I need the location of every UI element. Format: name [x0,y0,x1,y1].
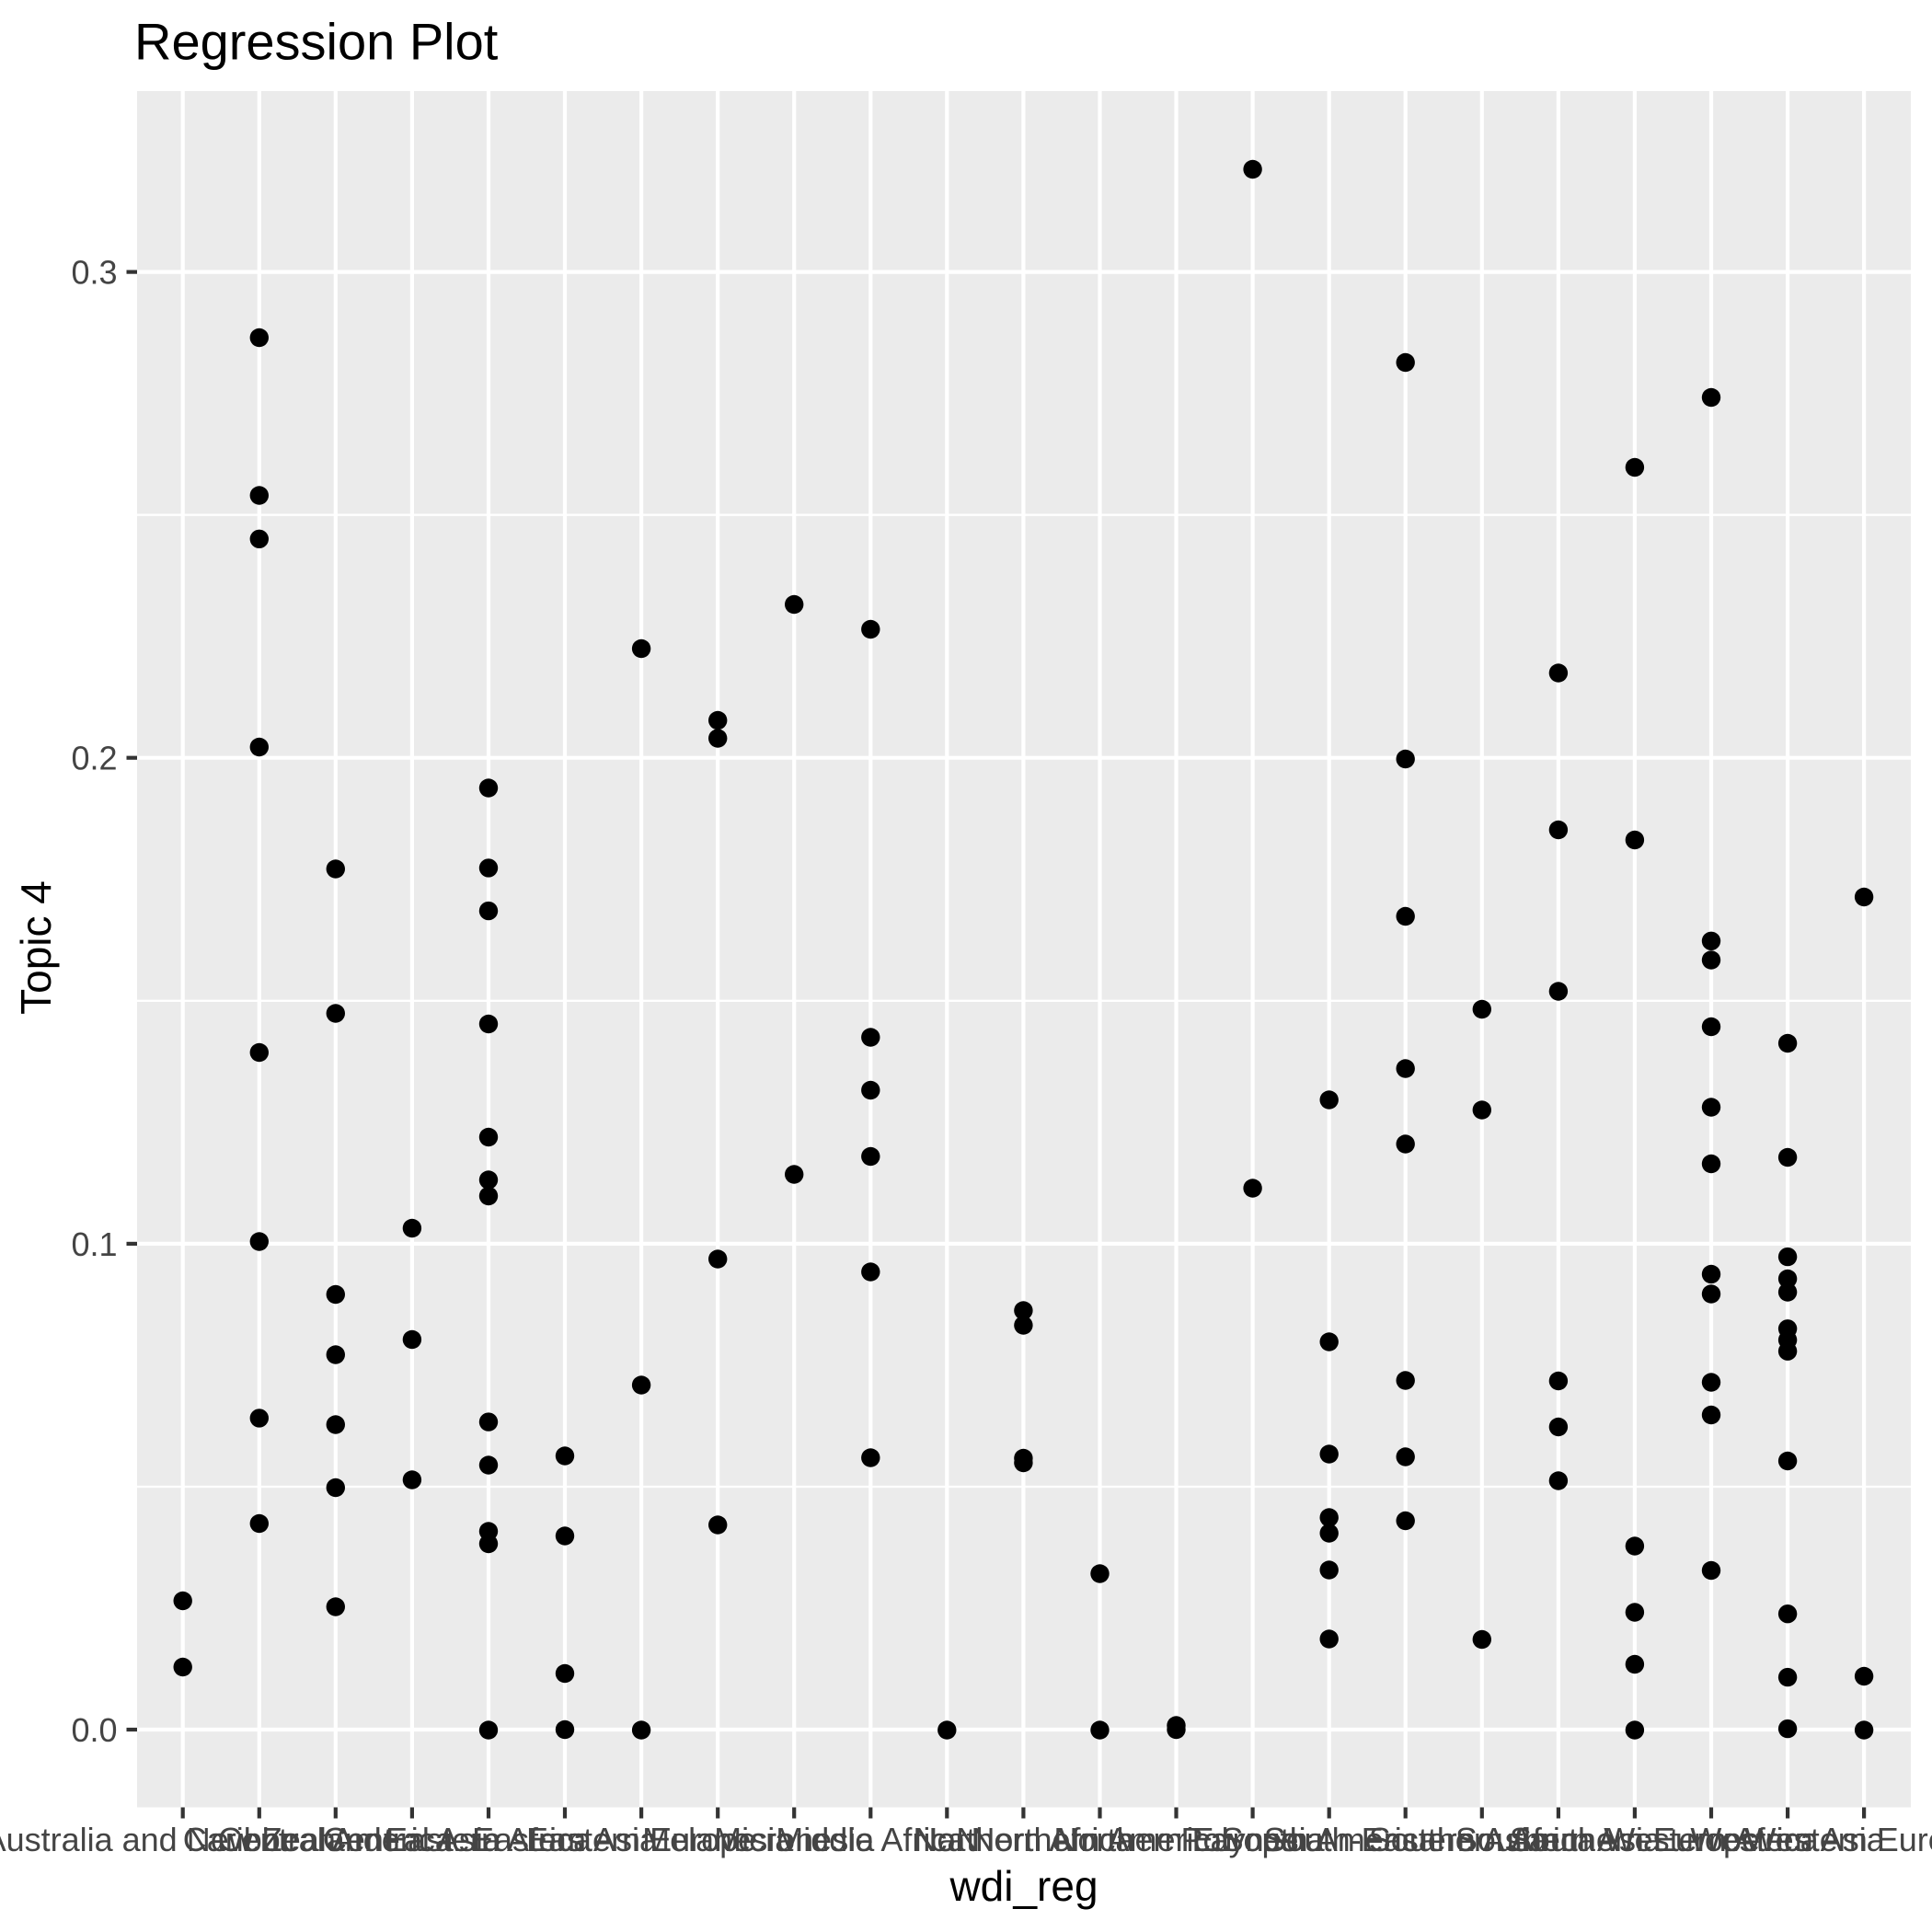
svg-text:Eastern Africa: Eastern Africa [385,1821,592,1858]
svg-text:0.0: 0.0 [71,1711,117,1749]
svg-text:Melanesia: Melanesia [642,1821,794,1858]
svg-text:Australia and New Zealand: Australia and New Zealand [0,1821,382,1858]
svg-text:Northern Europe: Northern Europe [1053,1821,1298,1858]
svg-text:Central Asia: Central Asia [323,1821,502,1858]
svg-text:0.3: 0.3 [71,254,117,292]
svg-text:South America: South America [1222,1821,1438,1858]
svg-text:Southern Asia: Southern Asia [1455,1821,1662,1858]
svg-text:wdi_reg: wdi_reg [949,1862,1098,1910]
svg-text:Northern America: Northern America [971,1821,1229,1858]
svg-text:NaN: NaN [914,1821,980,1858]
svg-text:Eastern Asia: Eastern Asia [472,1821,659,1858]
svg-text:Western Asia: Western Asia [1690,1821,1885,1858]
svg-text:South-Eastern Asia: South-Eastern Asia [1264,1821,1548,1858]
svg-text:Central America: Central America [218,1821,454,1858]
svg-text:Polynesia: Polynesia [1181,1821,1326,1858]
svg-text:Caribbean: Caribbean [183,1821,336,1858]
svg-text:0.1: 0.1 [71,1225,117,1263]
svg-text:Southern Africa: Southern Africa [1369,1821,1596,1858]
svg-text:Micronesia: Micronesia [714,1821,875,1858]
svg-text:Middle Africa: Middle Africa [776,1821,966,1858]
svg-text:Northern Africa: Northern Africa [913,1821,1134,1858]
svg-text:0.2: 0.2 [71,740,117,777]
svg-text:Western Africa: Western Africa [1604,1821,1819,1858]
svg-text:Western Europe: Western Europe [1744,1821,1932,1858]
svg-text:Eastern Europe: Eastern Europe [526,1821,756,1858]
svg-text:Southern Europe: Southern Europe [1510,1821,1760,1858]
svg-text:Regression Plot: Regression Plot [134,13,499,71]
svg-text:Topic 4: Topic 4 [12,880,60,1015]
